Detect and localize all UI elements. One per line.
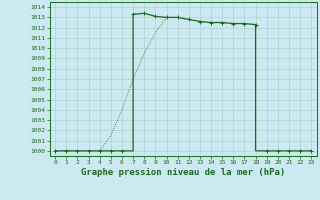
X-axis label: Graphe pression niveau de la mer (hPa): Graphe pression niveau de la mer (hPa)	[81, 168, 285, 177]
